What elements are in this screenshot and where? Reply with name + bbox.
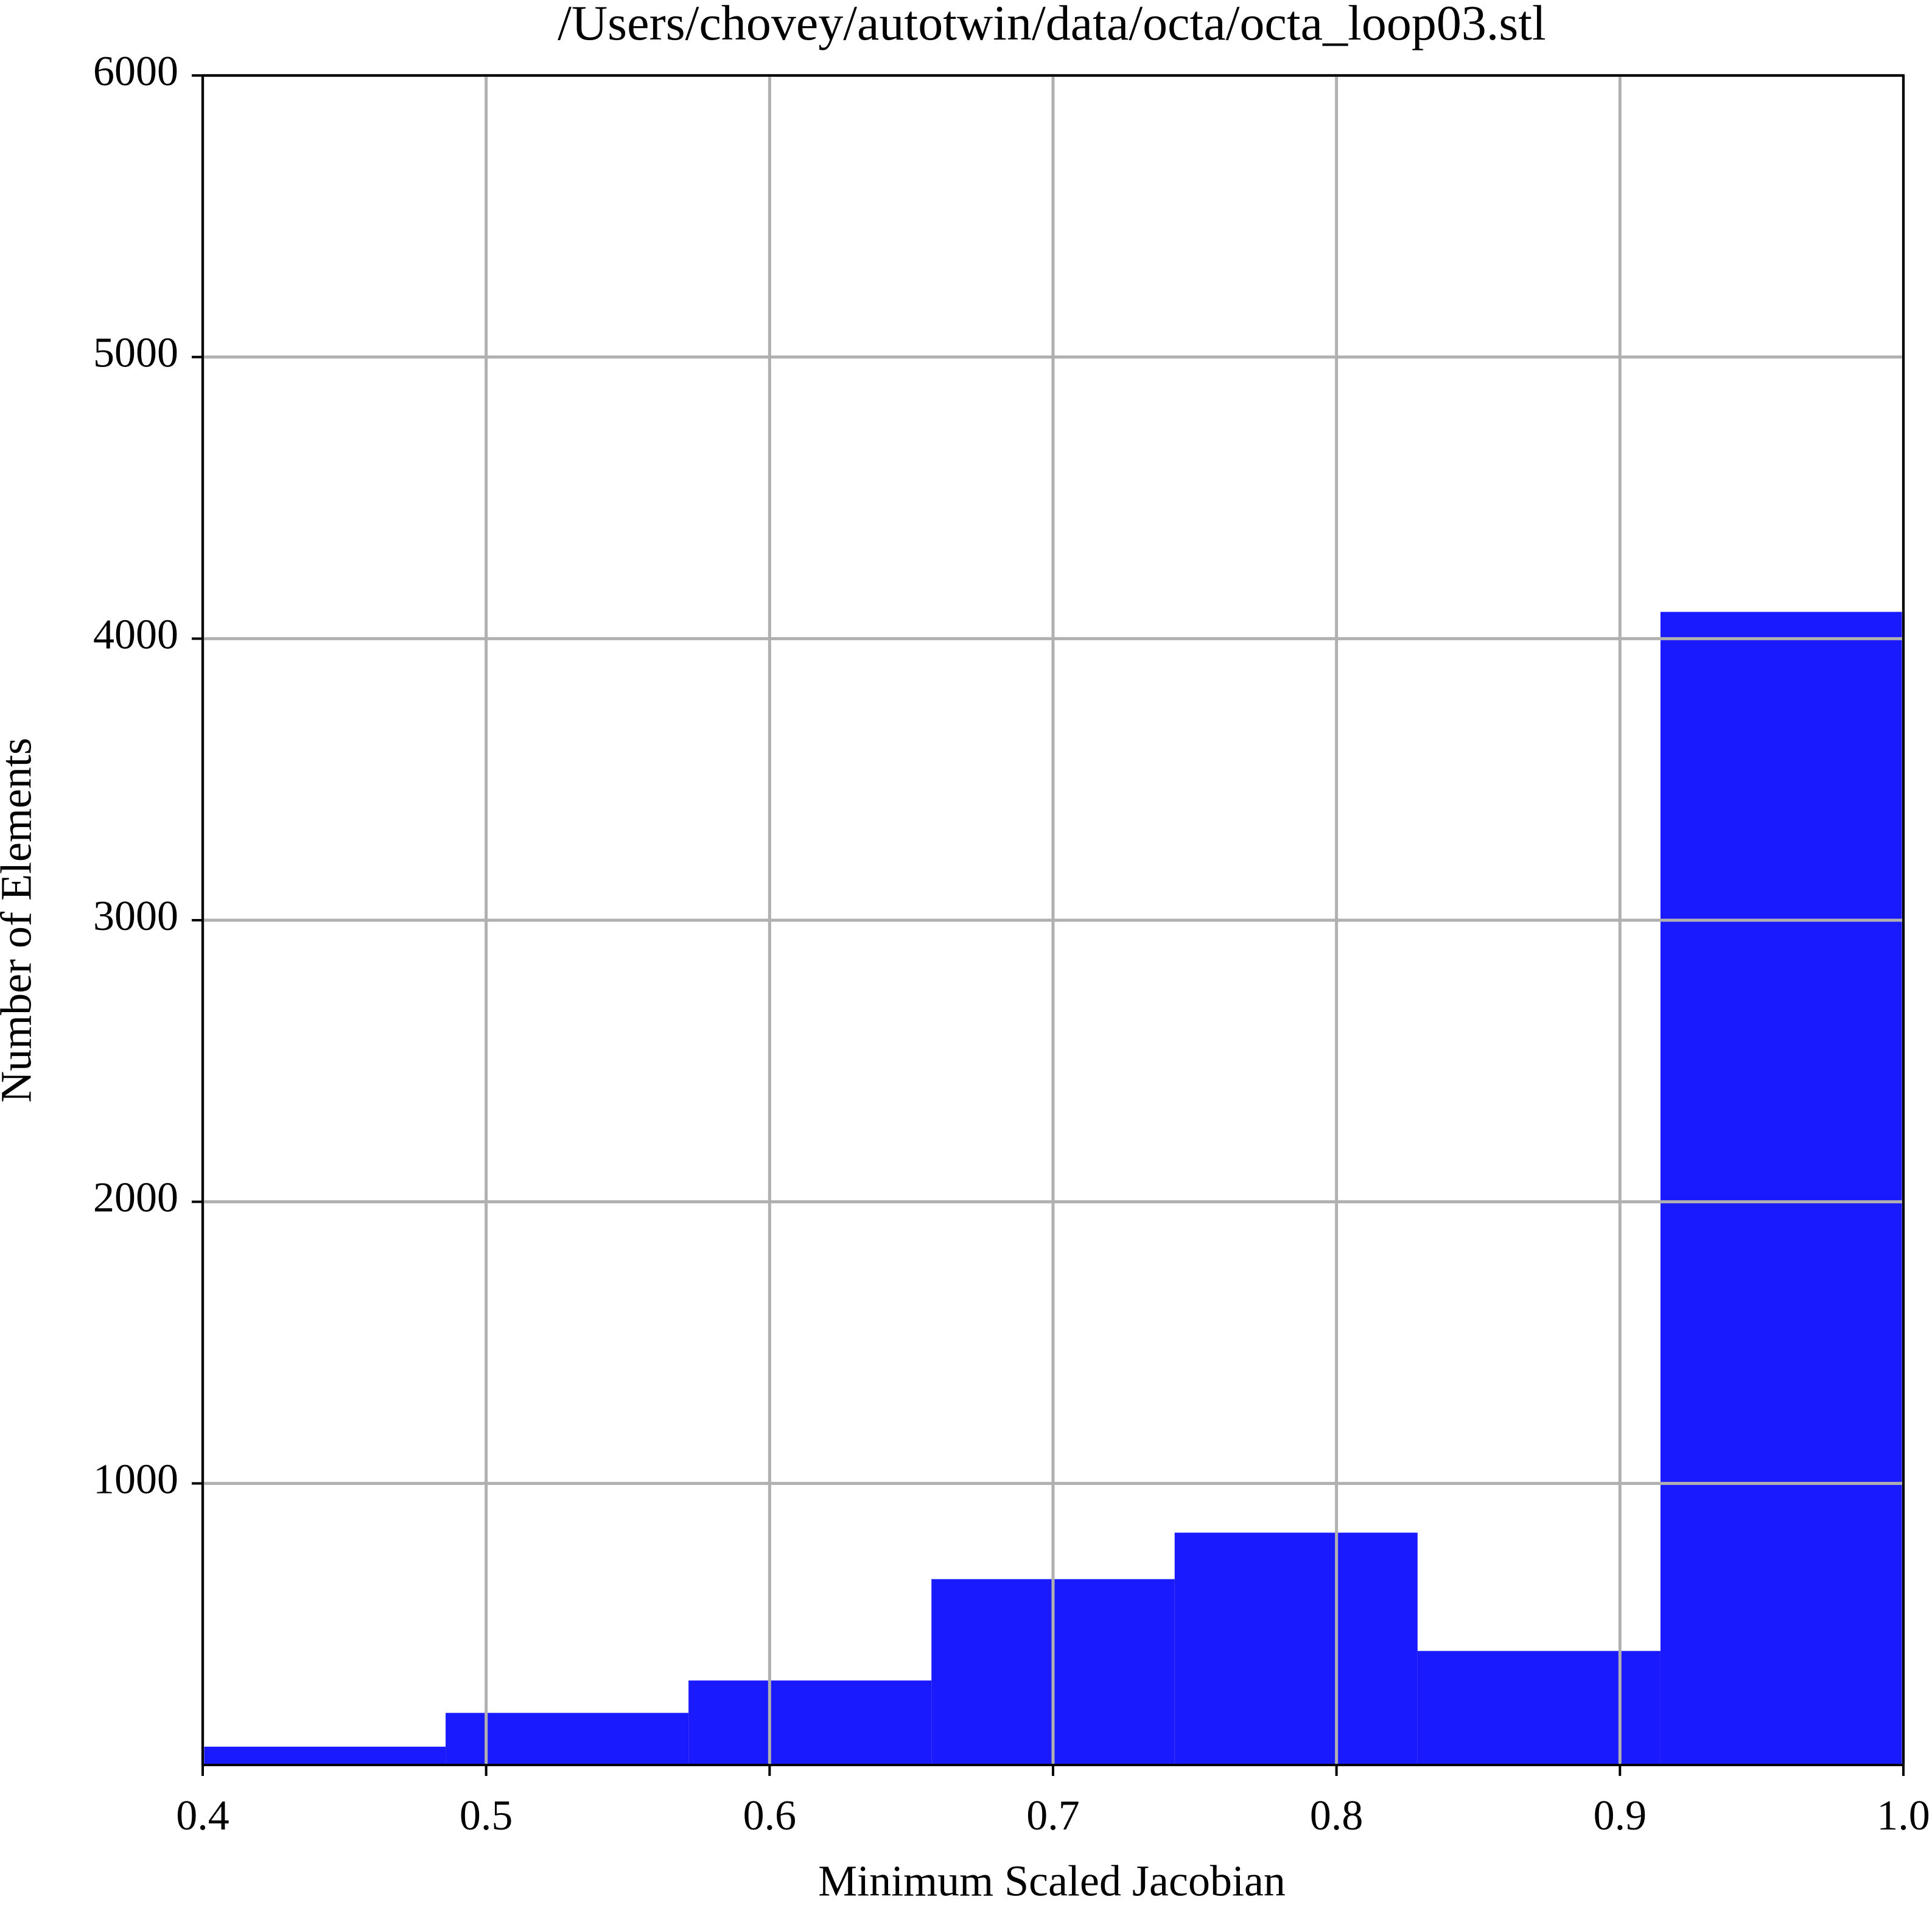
y-tick-label: 1000: [93, 1456, 178, 1503]
x-tick-label: 0.6: [743, 1792, 797, 1839]
y-tick-label: 6000: [93, 48, 178, 95]
x-tick-label: 0.5: [460, 1792, 513, 1839]
bar: [203, 1746, 446, 1765]
chart-title: /Users/chovey/autotwin/data/octa/octa_lo…: [558, 0, 1546, 51]
y-tick-label: 5000: [93, 330, 178, 377]
y-axis-label: Number of Elements: [0, 738, 41, 1103]
x-tick-label: 0.8: [1310, 1792, 1363, 1839]
x-tick-label: 0.4: [176, 1792, 229, 1839]
x-tick-label: 1.0: [1877, 1792, 1930, 1839]
y-tick-label: 4000: [93, 611, 178, 658]
bar: [688, 1680, 932, 1765]
plot-frame: [201, 74, 1905, 1766]
bar: [446, 1713, 689, 1765]
bar: [1417, 1651, 1661, 1765]
bar: [1660, 612, 1903, 1765]
y-tick-label: 3000: [93, 893, 178, 940]
x-axis-label: Minimum Scaled Jacobian: [818, 1857, 1286, 1906]
x-tick-label: 0.9: [1594, 1792, 1647, 1839]
x-tick-label: 0.7: [1026, 1792, 1080, 1839]
bar: [1174, 1532, 1418, 1765]
y-tick-label: 2000: [93, 1175, 178, 1221]
